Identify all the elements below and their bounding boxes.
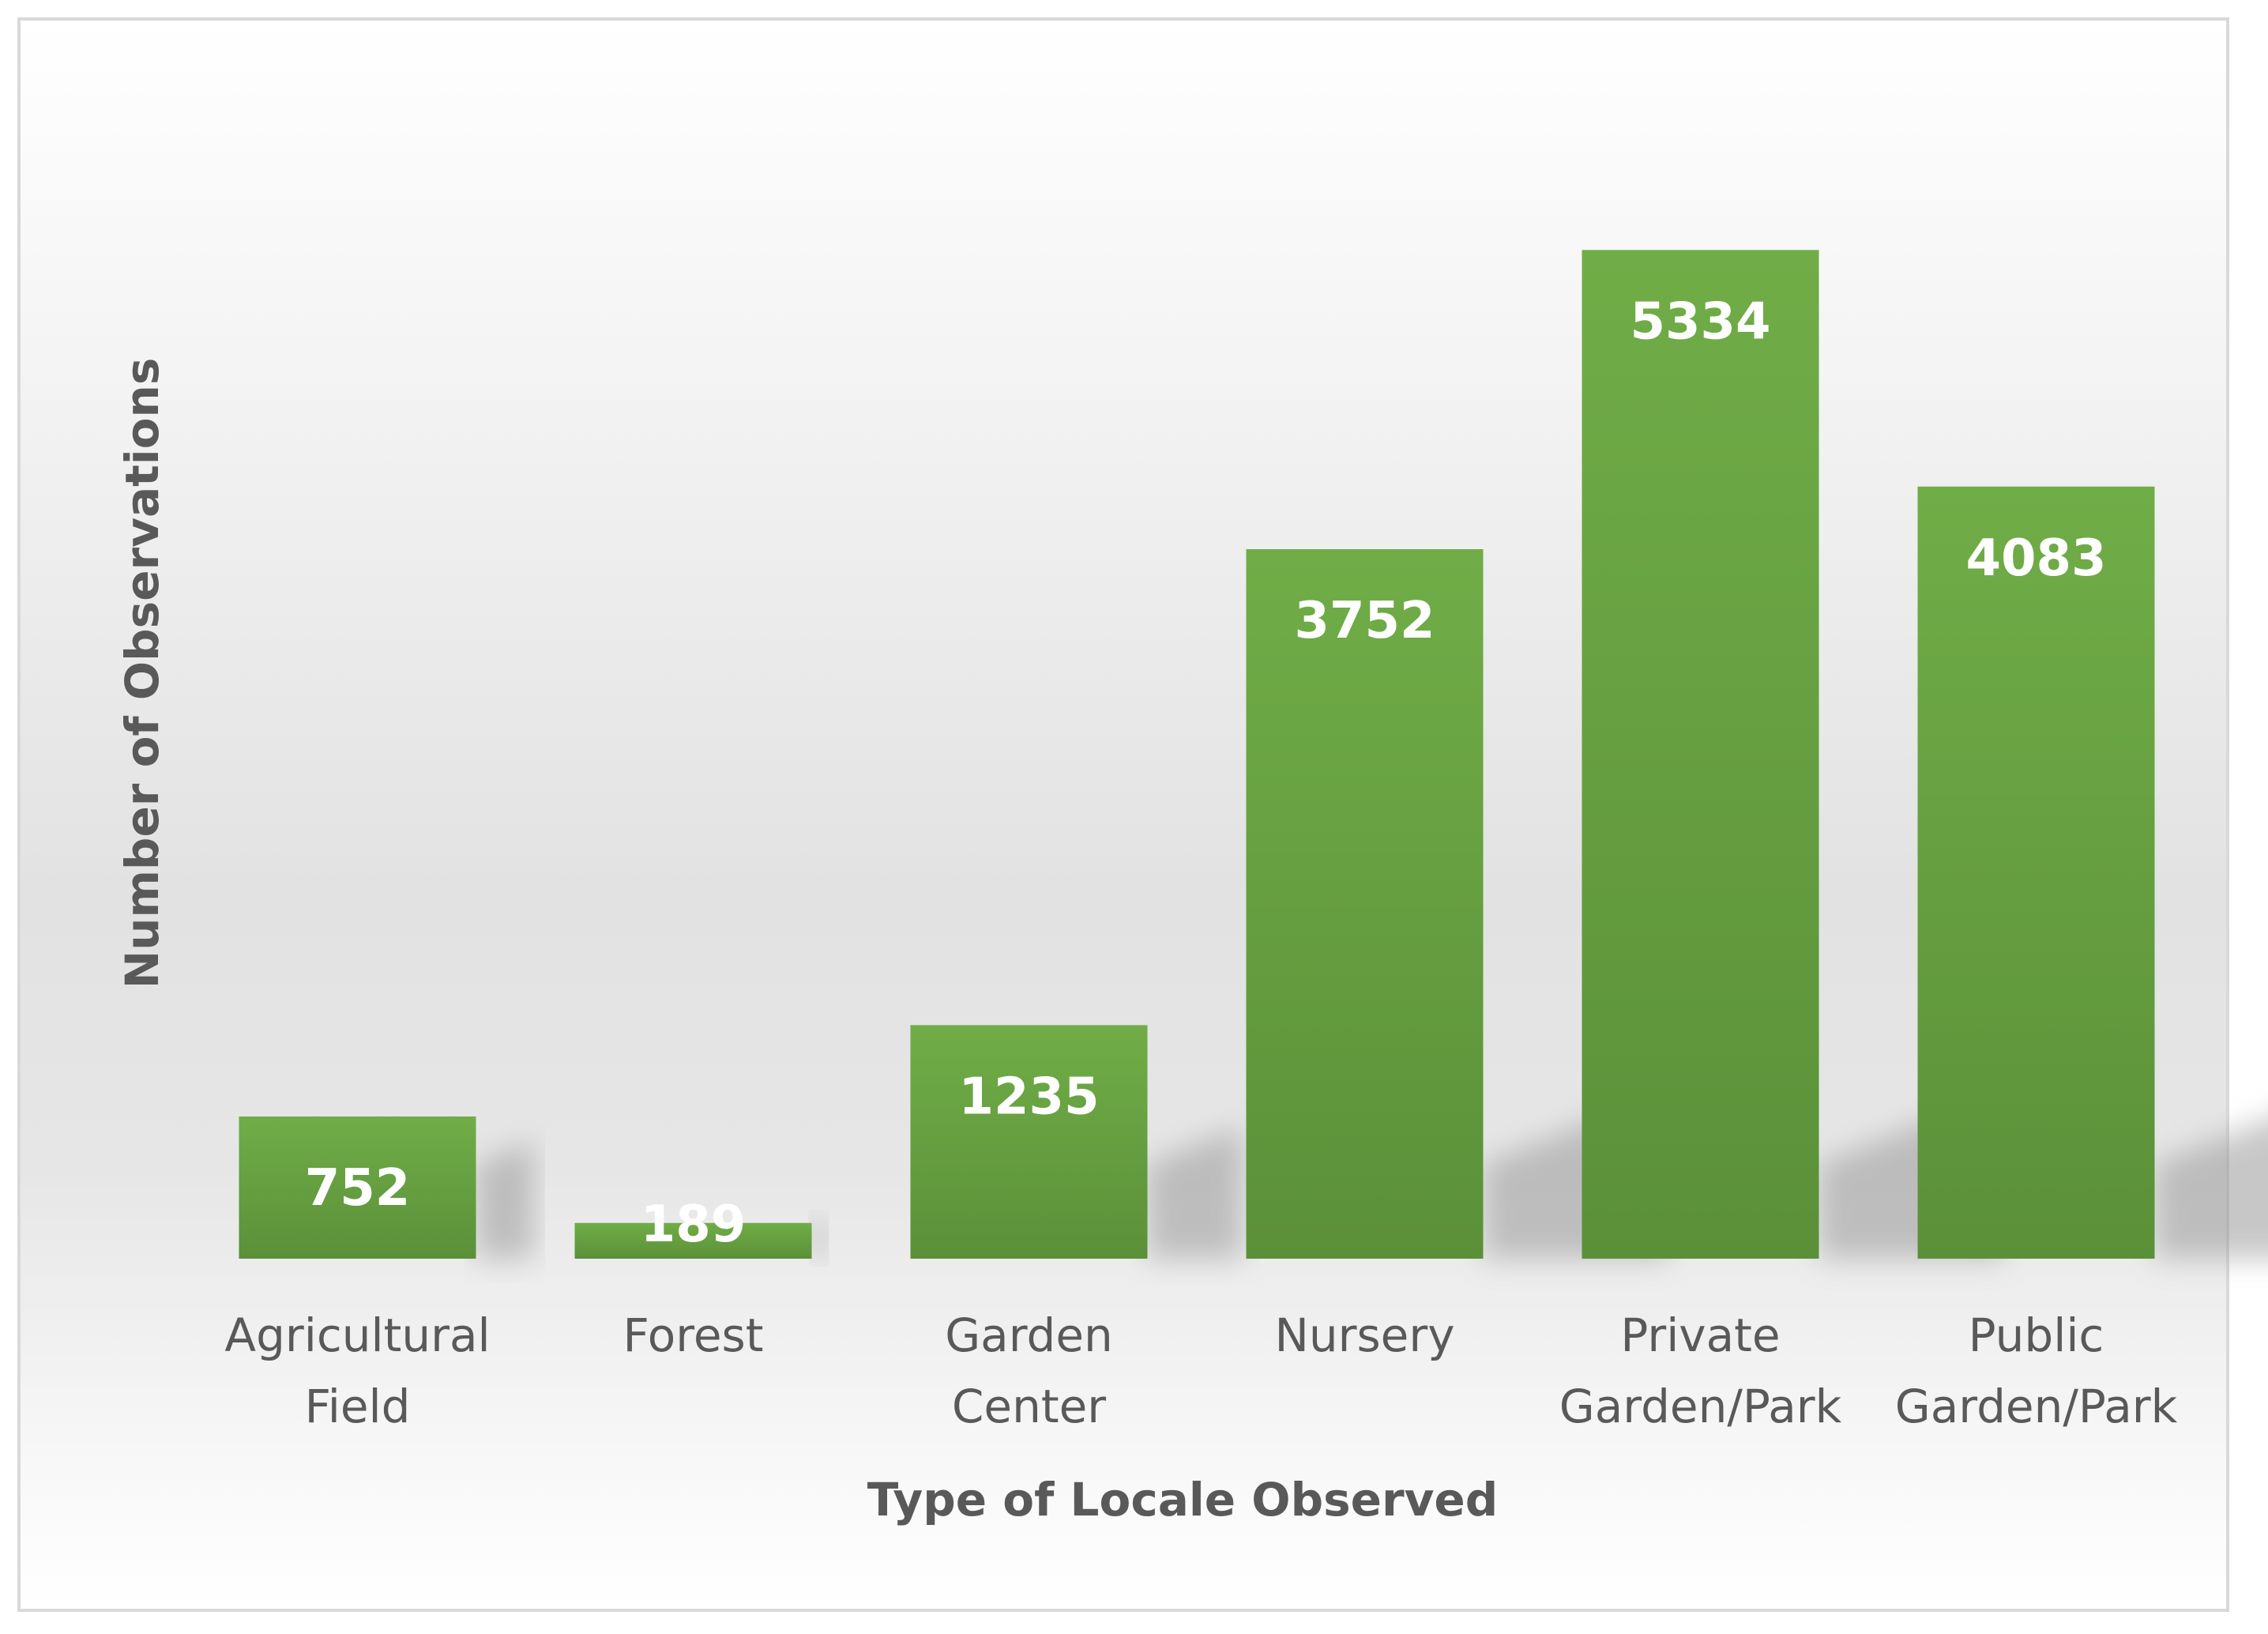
- category-label: Garden/Park: [1895, 1380, 2178, 1433]
- bar: [910, 1025, 1148, 1259]
- bar-shadow: [2154, 1120, 2268, 1259]
- category-label: Agricultural: [224, 1308, 490, 1362]
- category-label: Nursery: [1274, 1308, 1454, 1362]
- chart-frame: [17, 17, 2229, 1612]
- data-label: 1235: [958, 1067, 1099, 1126]
- bar: [239, 1116, 476, 1259]
- bars: [239, 250, 2155, 1259]
- category-label: Garden: [945, 1308, 1113, 1362]
- category-label: Field: [305, 1380, 411, 1433]
- data-label: 4083: [1965, 529, 2106, 588]
- bar: [1246, 549, 1484, 1259]
- category-label: Garden/Park: [1559, 1380, 1842, 1433]
- bar-shadow: [1147, 1127, 1243, 1259]
- category-label: Forest: [623, 1308, 764, 1362]
- data-label: 5334: [1630, 292, 1770, 351]
- bar-shadow: [476, 1141, 534, 1259]
- category-label: Center: [952, 1380, 1106, 1433]
- data-label: 3752: [1294, 592, 1435, 650]
- data-label: 189: [641, 1195, 747, 1254]
- bar: [1917, 486, 2155, 1259]
- bar: [574, 1222, 812, 1259]
- x-axis-title: Type of Locale Observed: [867, 1473, 1499, 1527]
- bar-shadow: [811, 1217, 826, 1259]
- bar: [1582, 250, 1819, 1259]
- data-labels: 752 189 1235 3752 5334 4083: [305, 292, 2107, 1254]
- category-label: Private: [1620, 1308, 1780, 1362]
- y-axis-title: Number of Observations: [115, 358, 169, 989]
- data-label: 752: [305, 1159, 411, 1218]
- category-label: Public: [1969, 1308, 2104, 1362]
- category-labels: Agricultural Field Forest Garden Center Nurse…: [224, 1308, 2177, 1433]
